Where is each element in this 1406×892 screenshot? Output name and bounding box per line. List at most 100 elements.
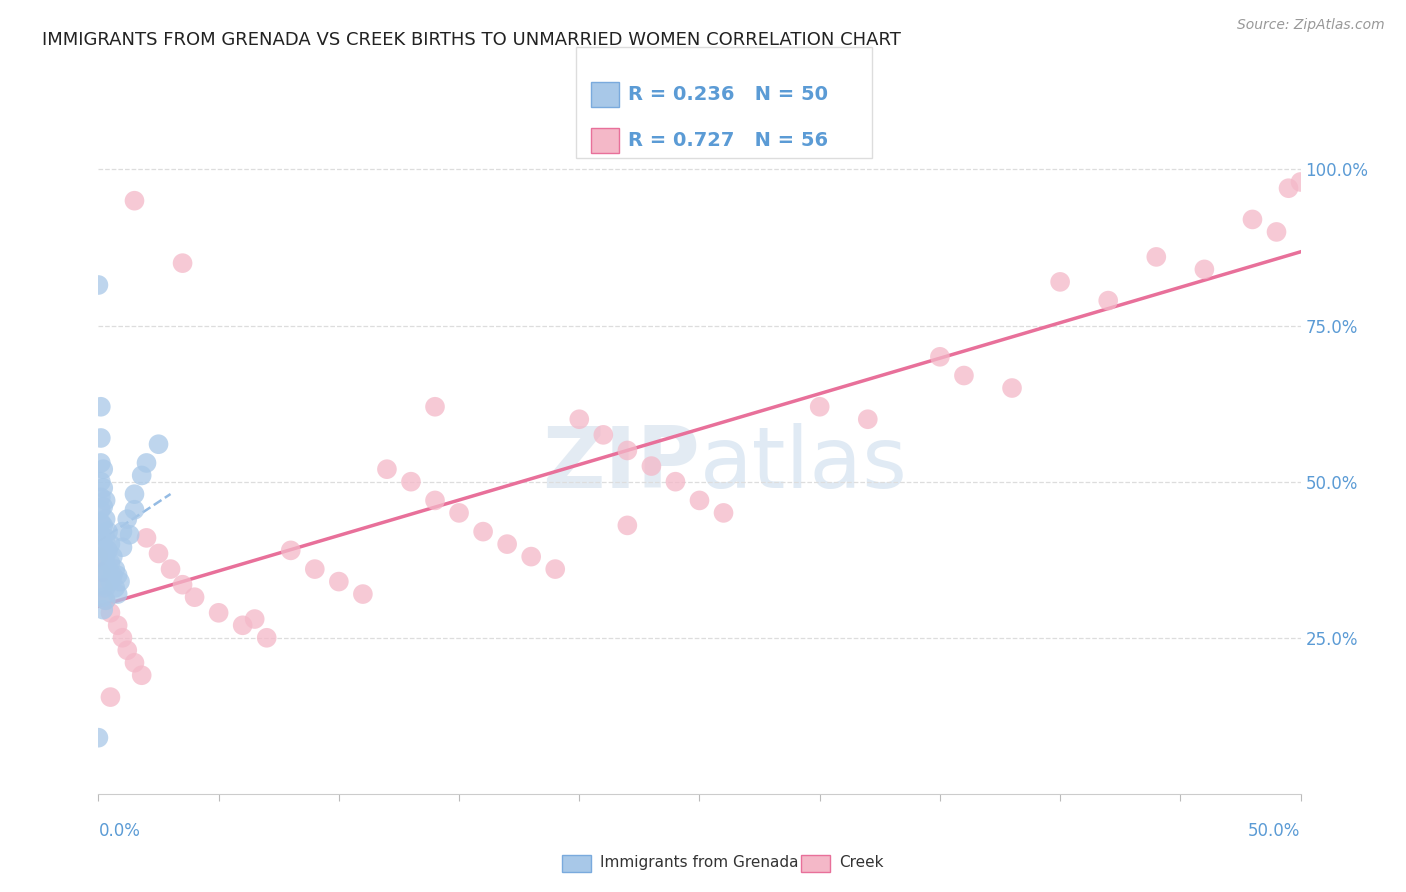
Point [100,690,122,705]
Text: ZIP: ZIP [541,423,700,506]
Point [689,493,711,508]
Point [91,462,114,476]
Point [91,578,114,592]
Point [616,518,638,533]
Point [131,668,153,682]
Point [100,556,122,570]
Point [232,618,254,632]
Point [496,537,519,551]
Text: atlas: atlas [700,423,907,506]
Point [94,531,117,545]
Point [107,587,129,601]
Point [90,566,112,580]
Point [97,524,120,539]
Point [472,524,495,539]
Point [104,562,127,576]
Point [172,578,194,592]
Point [148,437,170,451]
Point [124,487,146,501]
Point [90,543,112,558]
Point [117,512,139,526]
Point [520,549,543,564]
Point [111,524,134,539]
Point [135,456,157,470]
Point [117,643,139,657]
Point [91,500,114,514]
Point [90,400,112,414]
Point [1289,175,1312,189]
Point [94,493,117,508]
Point [91,518,114,533]
Point [1097,293,1119,308]
Point [592,428,614,442]
Point [97,543,120,558]
Point [91,537,114,551]
Text: R = 0.236   N = 50: R = 0.236 N = 50 [628,85,828,104]
Point [108,574,131,589]
Point [423,400,446,414]
Point [953,368,976,383]
Point [100,574,122,589]
Point [148,546,170,561]
Point [131,468,153,483]
Point [1265,225,1288,239]
Point [399,475,422,489]
Text: R = 0.727   N = 56: R = 0.727 N = 56 [628,131,828,151]
Point [90,475,112,489]
Point [640,458,662,473]
Point [328,574,350,589]
Point [87,549,110,564]
Point [90,491,112,505]
Point [87,731,110,745]
Point [91,566,114,580]
Point [243,612,266,626]
Point [304,562,326,576]
Point [928,350,950,364]
Point [111,631,134,645]
Point [94,581,117,595]
Point [107,618,129,632]
Point [94,566,117,580]
Point [856,412,879,426]
Point [124,656,146,670]
Point [352,587,374,601]
Point [91,591,114,605]
Point [616,443,638,458]
Point [124,194,146,208]
Point [90,516,112,530]
Point [544,562,567,576]
Point [124,503,146,517]
Point [94,549,117,564]
Point [280,543,302,558]
Point [97,562,120,576]
Point [1277,181,1299,195]
Point [100,537,122,551]
Point [256,631,278,645]
Point [90,456,112,470]
Point [1194,262,1216,277]
Point [375,462,398,476]
Text: Creek: Creek [839,855,884,870]
Point [107,568,129,582]
Point [1144,250,1167,264]
Point [135,531,157,545]
Point [1241,212,1264,227]
Point [664,475,686,489]
Point [447,506,470,520]
Point [1049,275,1071,289]
Point [713,506,735,520]
Point [90,528,112,542]
Point [1001,381,1024,395]
Text: Source: ZipAtlas.com: Source: ZipAtlas.com [1237,18,1385,32]
Point [423,493,446,508]
Point [91,481,114,495]
Point [91,603,114,617]
Text: 0.0%: 0.0% [98,822,141,840]
Point [808,400,831,414]
Point [183,591,205,605]
Point [91,552,114,567]
Point [91,581,114,595]
Point [90,431,112,445]
Point [104,581,127,595]
Point [568,412,591,426]
